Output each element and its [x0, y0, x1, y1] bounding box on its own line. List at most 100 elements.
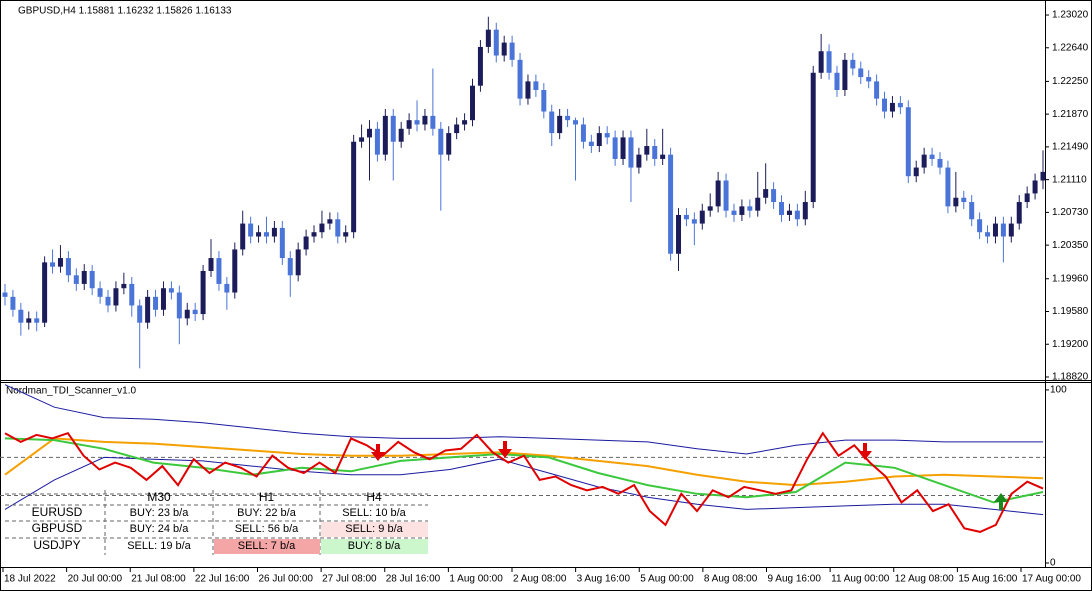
symbol: GBPUSD: [32, 521, 83, 535]
candle-body: [985, 232, 991, 237]
cell: SELL: 19 b/a: [127, 540, 191, 552]
candle-body: [485, 29, 491, 47]
indicator-title: Nordman_TDI_Scanner_v1.0: [6, 386, 137, 397]
candle-body: [2, 292, 8, 297]
candle-body: [192, 309, 198, 315]
candle-body: [683, 214, 689, 220]
candle-body: [311, 232, 317, 237]
candle-body: [351, 141, 357, 233]
x-tick-label: 22 Jul 16:00: [195, 574, 250, 585]
candle-body: [652, 146, 658, 159]
candle-body: [636, 154, 642, 168]
candle-body: [81, 270, 87, 284]
candle-body: [779, 202, 785, 215]
cell-highlight: [321, 539, 428, 554]
candle-body: [10, 296, 16, 310]
candle-body: [469, 85, 475, 121]
candle-body: [422, 115, 428, 125]
candle-body: [842, 59, 848, 91]
y-tick-label: 0: [1050, 558, 1056, 569]
candle-body: [818, 51, 824, 73]
candle-body: [858, 68, 864, 78]
candle-body: [240, 223, 246, 250]
candle-body: [279, 227, 285, 259]
candle-body: [747, 206, 753, 211]
candle-body: [517, 59, 523, 99]
candle-body: [477, 46, 483, 86]
candle-body: [97, 288, 103, 297]
candle-body: [319, 223, 325, 233]
candle-body: [668, 154, 674, 254]
candle-body: [327, 219, 333, 224]
candle-body: [18, 309, 24, 323]
cell: BUY: 8 b/a: [348, 540, 401, 552]
candle-body: [446, 133, 452, 155]
candle-body: [588, 141, 594, 147]
candle-body: [660, 154, 666, 159]
x-tick-label: 26 Jul 00:00: [259, 574, 314, 585]
signal-arrows: [371, 441, 1008, 510]
candle-body: [723, 180, 729, 211]
candle-body: [26, 318, 32, 323]
candle-body: [707, 206, 713, 211]
candle-body: [612, 137, 618, 159]
y-tick-label: 1.21870: [1052, 109, 1089, 120]
y-tick-label: 1.20350: [1052, 240, 1089, 251]
indicator-line: [4, 456, 1044, 516]
candle-body: [691, 219, 697, 224]
indicator-line: [4, 437, 1044, 487]
candle-body: [216, 258, 222, 284]
x-tick-label: 18 Jul 2022: [4, 574, 56, 585]
x-tick-label: 27 Jul 08:00: [322, 574, 377, 585]
candle-body: [573, 120, 579, 125]
symbol: USDJPY: [33, 538, 80, 552]
candle-body: [145, 296, 151, 323]
candle-body: [493, 29, 499, 56]
candle-body: [913, 167, 919, 177]
x-tick-label: 20 Jul 00:00: [68, 574, 123, 585]
candle-body: [509, 42, 515, 60]
candle-body: [42, 262, 48, 323]
candle-body: [882, 98, 888, 112]
candle-body: [905, 107, 911, 177]
candle-body: [34, 318, 40, 323]
candle-body: [945, 167, 951, 207]
candle-body: [628, 137, 634, 168]
candle-body: [525, 81, 531, 99]
y-tick-label: 1.20730: [1052, 207, 1089, 218]
cell-highlight: [321, 522, 428, 537]
x-tick-label: 2 Aug 08:00: [513, 574, 567, 585]
cell: BUY: 22 b/a: [237, 507, 297, 519]
candle-body: [208, 258, 214, 271]
candle-body: [557, 115, 563, 134]
sell-arrow: [858, 443, 872, 460]
candle-body: [398, 128, 404, 142]
x-tick-label: 8 Aug 08:00: [704, 574, 758, 585]
sell-arrow: [498, 441, 512, 458]
candle-body: [620, 137, 626, 159]
x-tick-label: 28 Jul 16:00: [386, 574, 441, 585]
indicator-line: [4, 384, 1043, 455]
cell: SELL: 56 b/a: [235, 523, 299, 535]
x-tick-label: 1 Aug 00:00: [449, 574, 503, 585]
x-tick-label: 5 Aug 00:00: [640, 574, 694, 585]
cell-highlight: [214, 539, 320, 554]
y-tick-label: 1.21110: [1052, 174, 1087, 185]
candle-body: [184, 309, 190, 319]
candle-body: [454, 124, 460, 134]
candle-body: [232, 249, 238, 293]
candle-body: [168, 288, 174, 293]
y-tick-label: 1.19200: [1052, 339, 1089, 350]
cell: BUY: 23 b/a: [130, 507, 190, 519]
column-header: H1: [259, 490, 275, 504]
candle-body: [715, 180, 721, 207]
candle-body: [438, 128, 444, 155]
candle-body: [763, 189, 769, 198]
cell: SELL: 9 b/a: [345, 523, 403, 535]
candle-body: [541, 90, 547, 112]
candle-body: [897, 102, 903, 108]
candle-body: [604, 133, 610, 138]
candle-body: [366, 128, 372, 138]
candle-body: [390, 115, 396, 142]
candle-body: [699, 210, 705, 224]
